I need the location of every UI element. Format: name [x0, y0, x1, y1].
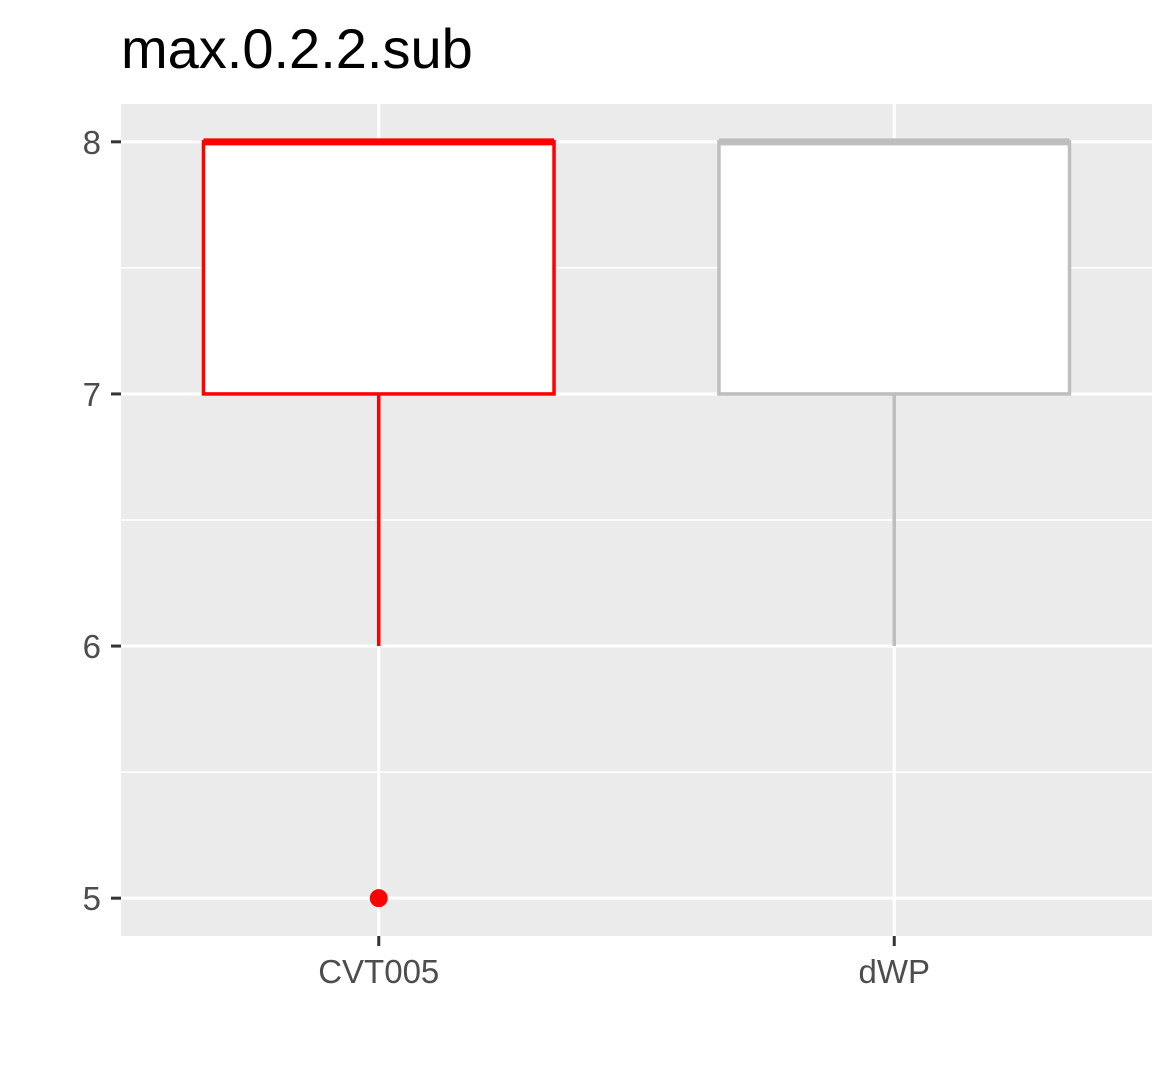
y-tick-label: 8 [83, 124, 101, 161]
box-body [201, 140, 556, 396]
y-tick-label: 6 [83, 628, 101, 665]
y-tick-label: 5 [83, 880, 101, 917]
x-axis: CVT005 dWP [318, 936, 930, 990]
box-series [201, 138, 1072, 908]
y-tick-label: 7 [83, 376, 101, 413]
box-cvt005 [201, 138, 556, 908]
chart-title: max.0.2.2.sub [121, 17, 473, 80]
x-tick-label: CVT005 [318, 953, 439, 990]
y-axis: 5 6 7 8 [83, 124, 121, 917]
box-body [717, 140, 1072, 396]
outlier-point [369, 889, 388, 908]
box-dwp [717, 138, 1072, 647]
x-tick-label: dWP [858, 953, 930, 990]
